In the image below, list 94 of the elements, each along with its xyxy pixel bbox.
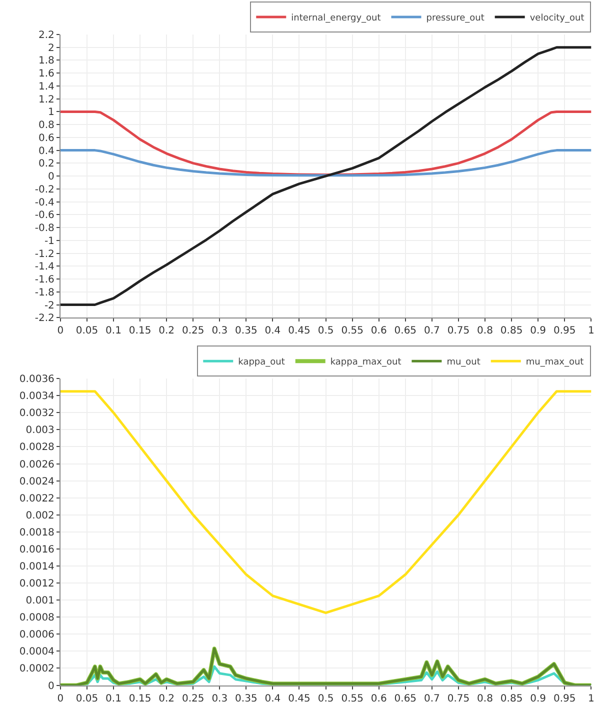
y-tick-label: 0.002 xyxy=(26,510,54,522)
legend-label: mu_max_out xyxy=(526,358,584,368)
y-tick-label: 0.0036 xyxy=(19,374,54,386)
y-tick-label: 1.4 xyxy=(38,81,54,92)
y-tick-label: 0.4 xyxy=(38,146,54,157)
line-series xyxy=(60,46,592,306)
x-tick-label: 0 xyxy=(57,693,64,704)
x-tick-label: 0.85 xyxy=(500,326,523,337)
y-tick-label: 1.6 xyxy=(38,68,54,80)
y-tick-label: -1 xyxy=(44,236,54,247)
y-tick-label: 0.0008 xyxy=(19,612,54,624)
x-tick-label: 0.2 xyxy=(158,693,175,704)
y-tick-label: 2.2 xyxy=(38,30,54,41)
x-tick-label: 0.45 xyxy=(288,693,310,704)
y-tick-label: -2.2 xyxy=(34,313,54,324)
x-tick-label: 0.65 xyxy=(394,693,417,704)
y-tick-label: 0 xyxy=(48,172,54,183)
x-tick-label: 1 xyxy=(588,326,594,337)
y-tick-label: -2 xyxy=(44,300,54,312)
x-tick-label: 0.85 xyxy=(500,693,523,704)
x-tick-label: 0.95 xyxy=(553,693,576,704)
y-tick-label: 0.0004 xyxy=(19,646,54,658)
x-tick-label: 0.1 xyxy=(106,693,122,704)
x-tick-label: 0.55 xyxy=(341,693,364,704)
legend-label: internal_energy_out xyxy=(291,14,382,24)
legend-label: mu_out xyxy=(446,358,481,368)
y-tick-label: 0.0028 xyxy=(19,442,54,454)
x-tick-label: 0.7 xyxy=(424,693,440,704)
x-tick-label: 0.6 xyxy=(370,693,387,704)
y-tick-label: -1.2 xyxy=(34,248,54,260)
x-tick-label: 0.9 xyxy=(530,326,546,337)
x-tick-label: 0.15 xyxy=(128,326,152,337)
x-tick-label: 0.3 xyxy=(212,326,228,337)
y-tick-label: 0.0026 xyxy=(19,459,54,470)
y-tick-label: 0.001 xyxy=(26,596,54,607)
y-tick-label: 1 xyxy=(48,107,54,118)
y-tick-label: 1.2 xyxy=(38,94,54,106)
y-tick-label: -0.6 xyxy=(34,210,54,222)
legend-label: kappa_out xyxy=(238,358,286,368)
x-tick-label: 0.75 xyxy=(447,693,470,704)
x-tick-label: 0.05 xyxy=(76,326,98,337)
x-tick-label: 0.05 xyxy=(76,693,98,704)
y-tick-label: -1.4 xyxy=(34,262,54,273)
x-tick-label: 0.4 xyxy=(264,693,281,704)
x-tick-label: 0.25 xyxy=(182,693,204,704)
x-tick-label: 0.65 xyxy=(394,326,417,337)
y-tick-label: 0.8 xyxy=(38,120,54,132)
y-tick-label: 2 xyxy=(48,42,54,54)
y-tick-label: 0.0034 xyxy=(19,391,54,402)
y-tick-label: -0.4 xyxy=(34,197,54,208)
y-tick-label: -1.8 xyxy=(34,287,54,298)
y-tick-label: 0.0002 xyxy=(19,664,54,675)
x-tick-label: 0.8 xyxy=(477,693,493,704)
y-tick-label: 0.0012 xyxy=(19,578,54,590)
x-tick-label: 0.5 xyxy=(318,326,334,337)
x-tick-label: 0.8 xyxy=(477,326,493,337)
x-tick-label: 0.55 xyxy=(341,326,364,337)
x-tick-label: 0.6 xyxy=(370,326,387,337)
x-tick-label: 0.2 xyxy=(158,326,175,337)
legend-label: velocity_out xyxy=(530,14,585,24)
y-tick-label: 1.8 xyxy=(38,56,54,67)
x-tick-label: 0.15 xyxy=(128,693,152,704)
x-tick-label: 0 xyxy=(57,326,64,337)
line-series xyxy=(60,149,592,177)
y-tick-label: 0.0018 xyxy=(19,527,54,538)
y-tick-label: 0.0014 xyxy=(19,562,54,573)
x-tick-label: 0.7 xyxy=(424,326,440,337)
y-tick-label: 0 xyxy=(48,680,54,692)
x-tick-label: 1 xyxy=(588,693,594,704)
x-tick-label: 0.35 xyxy=(235,693,258,704)
x-tick-label: 0.9 xyxy=(530,693,546,704)
y-tick-label: 0.0022 xyxy=(19,493,54,504)
y-tick-label: 0.2 xyxy=(38,158,54,170)
line-series xyxy=(60,390,592,614)
x-tick-label: 0.5 xyxy=(318,693,334,704)
y-tick-label: -0.2 xyxy=(34,184,54,196)
y-tick-label: -1.6 xyxy=(34,274,54,286)
y-tick-label: -0.8 xyxy=(34,223,54,234)
x-tick-label: 0.4 xyxy=(264,326,281,337)
x-tick-label: 0.3 xyxy=(212,693,228,704)
x-tick-label: 0.35 xyxy=(235,326,258,337)
x-tick-label: 0.1 xyxy=(106,326,122,337)
y-tick-label: 0.0006 xyxy=(19,630,54,641)
y-tick-label: 0.0032 xyxy=(19,408,54,420)
x-tick-label: 0.75 xyxy=(447,326,470,337)
y-tick-label: 0.0024 xyxy=(19,476,54,488)
y-tick-label: 0.003 xyxy=(26,425,54,436)
y-tick-label: 0.0016 xyxy=(19,544,54,556)
legend-label: kappa_max_out xyxy=(330,358,402,368)
x-tick-label: 0.95 xyxy=(553,326,576,337)
legend-label: pressure_out xyxy=(426,14,485,24)
y-tick-label: 0.6 xyxy=(38,132,54,144)
x-tick-label: 0.25 xyxy=(182,326,204,337)
x-tick-label: 0.45 xyxy=(288,326,310,337)
